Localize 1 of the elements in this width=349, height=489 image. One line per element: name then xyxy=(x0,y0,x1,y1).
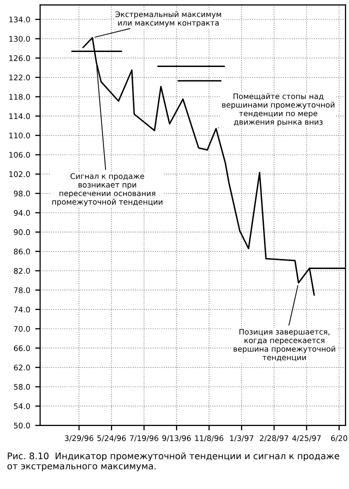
text: Рис. 8.10 Индикатор промежуточной тенденции и сигнал к продаже от экстремального максимума. xyxy=(7,452,340,472)
